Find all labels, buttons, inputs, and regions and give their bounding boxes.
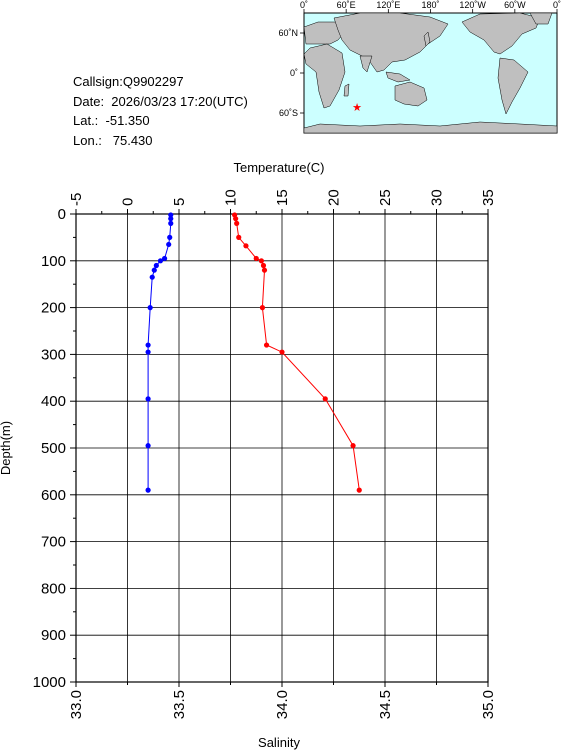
- depth-tick-label: 1000: [33, 674, 66, 691]
- salinity-point: [168, 212, 174, 218]
- temperature-point: [259, 305, 266, 311]
- salinity-tick-label: 34.5: [377, 690, 394, 719]
- profile-series: [145, 212, 362, 493]
- latitude-text: Lat.: -51.350: [73, 113, 150, 128]
- temperature-axis: -5 0 5 10 15 20 25 30 35: [68, 189, 497, 214]
- temperature-tick-label: 10: [223, 189, 240, 206]
- temperature-point: [322, 396, 328, 402]
- temperature-tick-label: -5: [68, 193, 85, 206]
- map-land: [303, 12, 558, 134]
- depth-tick-label: 300: [41, 346, 66, 363]
- salinity-tick-label: 33.0: [68, 690, 85, 719]
- salinity-point: [145, 342, 151, 348]
- date-text: Date: 2026/03/23 17:20(UTC): [73, 93, 248, 109]
- salinity-point: [145, 396, 151, 402]
- temperature-point: [233, 216, 239, 222]
- salinity-point: [157, 258, 164, 264]
- temperature-point: [253, 255, 259, 262]
- salinity-point: [167, 234, 173, 240]
- depth-tick-label: 500: [41, 440, 66, 457]
- temperature-axis-title: Temperature(C): [233, 160, 324, 175]
- salinity-axis: 33.0 33.5 34.0 34.5 35.0: [68, 682, 497, 719]
- salinity-line: [147, 214, 172, 491]
- salinity-tick-label: 34.0: [274, 690, 291, 719]
- temperature-point: [350, 443, 356, 449]
- depth-tick-label: 800: [41, 580, 66, 597]
- temperature-tick-label: 0: [120, 198, 137, 206]
- salinity-point: [168, 220, 174, 226]
- salinity-point: [153, 262, 159, 269]
- salinity-point: [149, 274, 155, 280]
- salinity-tick-label: 33.5: [171, 690, 188, 719]
- salinity-point: [145, 443, 151, 449]
- map-lon-label: 60˚E: [337, 0, 356, 10]
- temperature-point: [263, 342, 270, 348]
- float-info: Callsign:Q9902297 Date: 2026/03/23 17:20…: [73, 72, 248, 150]
- temperature-point: [279, 349, 285, 355]
- depth-tick-label: 700: [41, 534, 66, 551]
- map-lat-label: 0˚: [290, 68, 298, 78]
- depth-tick-label: 900: [41, 627, 66, 644]
- depth-axis-title: Depth(m): [0, 421, 13, 475]
- longitude-text: Lon.: 75.430: [73, 132, 153, 148]
- temperature-point: [234, 220, 240, 226]
- chart-grid: [76, 214, 488, 682]
- depth-axis: 0 100 200 300 400 500 600 700 800 900 1000: [33, 206, 76, 691]
- temperature-point: [236, 234, 242, 240]
- map-lon-label: 0˚: [300, 0, 308, 10]
- temperature-point: [260, 262, 267, 269]
- depth-tick-label: 200: [41, 300, 66, 317]
- float-location-marker: ★: [352, 102, 362, 114]
- salinity-point: [145, 349, 151, 355]
- map-lat-label: 60˚S: [279, 108, 298, 118]
- depth-tick-label: 0: [58, 206, 66, 223]
- salinity-point: [147, 305, 153, 311]
- map-latitude-labels: 60˚N 0˚ 60˚S: [278, 28, 304, 118]
- temperature-point: [356, 487, 362, 493]
- temperature-tick-label: 15: [274, 189, 291, 206]
- callsign-text: Callsign:Q9902297: [73, 74, 184, 89]
- temperature-point: [243, 243, 249, 249]
- salinity-point: [151, 267, 157, 273]
- temperature-tick-label: 30: [429, 189, 446, 206]
- salinity-point: [168, 216, 174, 222]
- salinity-tick-label: 35.0: [480, 690, 497, 719]
- salinity-point: [145, 487, 151, 493]
- temperature-tick-label: 35: [480, 189, 497, 206]
- map-lon-label: 60˚W: [504, 0, 526, 10]
- temperature-tick-label: 25: [377, 189, 394, 206]
- depth-tick-label: 400: [41, 393, 66, 410]
- map-lat-label: 60˚N: [278, 28, 298, 38]
- map-lon-label: 0˚: [553, 0, 561, 10]
- salinity-point: [161, 255, 168, 262]
- map-lon-label: 180˚: [421, 0, 439, 10]
- salinity-point: [166, 241, 172, 248]
- map-lon-label: 120˚W: [459, 0, 486, 10]
- map-longitude-labels: 0˚ 60˚E 120˚E 180˚ 120˚W 60˚W 0˚: [300, 0, 561, 13]
- temperature-point: [258, 258, 264, 264]
- temperature-tick-label: 20: [326, 189, 343, 206]
- depth-tick-label: 100: [41, 253, 66, 270]
- map-lon-label: 120˚E: [376, 0, 400, 10]
- depth-tick-label: 600: [41, 487, 66, 504]
- temperature-tick-label: 5: [171, 198, 188, 206]
- temperature-line: [234, 214, 360, 491]
- salinity-axis-title: Salinity: [258, 735, 300, 750]
- temperature-point: [261, 267, 268, 273]
